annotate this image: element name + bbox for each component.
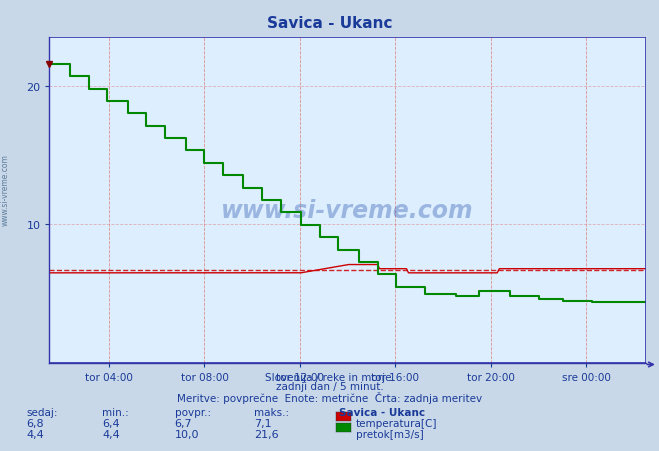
Text: Slovenija / reke in morje.: Slovenija / reke in morje. [264, 372, 395, 382]
Text: 6,7: 6,7 [175, 419, 192, 428]
Text: Savica - Ukanc: Savica - Ukanc [267, 16, 392, 31]
Bar [49, 38, 646, 363]
Text: 4,4: 4,4 [102, 429, 120, 439]
Text: Meritve: povprečne  Enote: metrične  Črta: zadnja meritev: Meritve: povprečne Enote: metrične Črta:… [177, 391, 482, 403]
Text: pretok[m3/s]: pretok[m3/s] [356, 429, 424, 439]
Text: 4,4: 4,4 [26, 429, 44, 439]
Text: 21,6: 21,6 [254, 429, 278, 439]
Text: 6,8: 6,8 [26, 419, 44, 428]
Text: 10,0: 10,0 [175, 429, 199, 439]
Text: Savica - Ukanc: Savica - Ukanc [339, 407, 426, 417]
Text: 6,4: 6,4 [102, 419, 120, 428]
Text: 7,1: 7,1 [254, 419, 272, 428]
Text: www.si-vreme.com: www.si-vreme.com [221, 198, 474, 222]
Text: min.:: min.: [102, 407, 129, 417]
Text: www.si-vreme.com: www.si-vreme.com [1, 153, 10, 226]
Text: povpr.:: povpr.: [175, 407, 211, 417]
Text: sedaj:: sedaj: [26, 407, 58, 417]
Text: maks.:: maks.: [254, 407, 289, 417]
Text: temperatura[C]: temperatura[C] [356, 419, 438, 428]
Text: zadnji dan / 5 minut.: zadnji dan / 5 minut. [275, 381, 384, 391]
